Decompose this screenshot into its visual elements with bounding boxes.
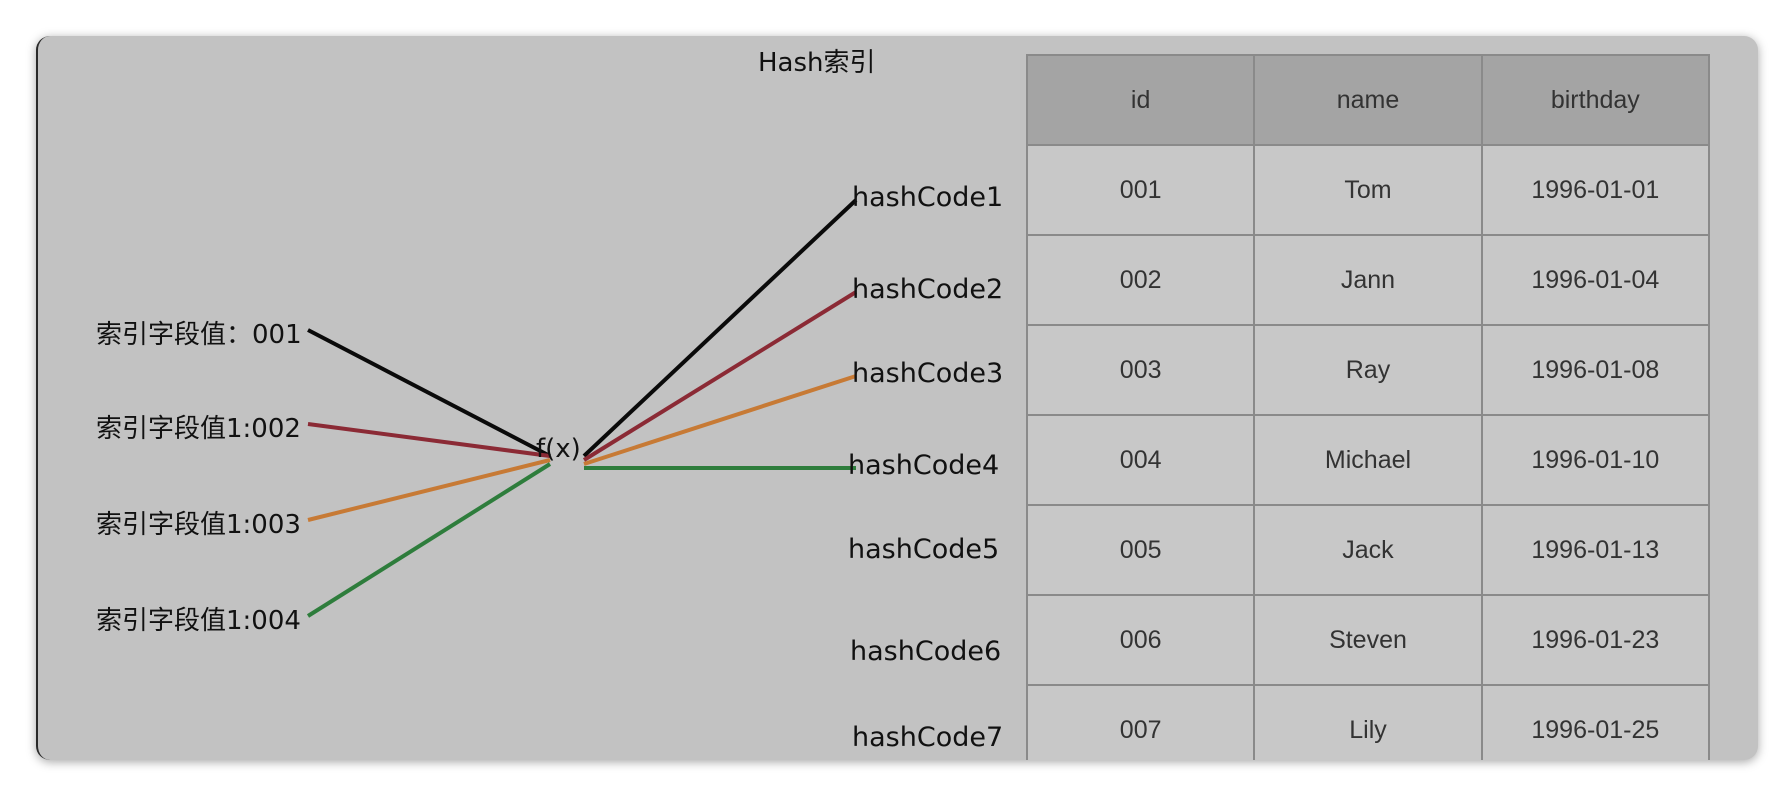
cell-birthday: 1996-01-04 <box>1480 234 1711 326</box>
table-row: 004 Michael 1996-01-10 <box>1025 414 1711 506</box>
cell-id: 004 <box>1025 414 1256 506</box>
index-value-label: 索引字段值：001 <box>96 320 302 350</box>
cell-birthday: 1996-01-13 <box>1480 504 1711 596</box>
hash-code-label: hashCode6 <box>850 636 1002 667</box>
cell-birthday: 1996-01-10 <box>1480 414 1711 506</box>
cell-id: 005 <box>1025 504 1256 596</box>
index-value-label: 索引字段值1:004 <box>96 606 301 636</box>
index-value-label: 索引字段值1:003 <box>96 510 301 540</box>
table-row: 007 Lily 1996-01-25 <box>1025 684 1711 760</box>
cell-birthday: 1996-01-08 <box>1480 324 1711 416</box>
cell-id: 006 <box>1025 594 1256 686</box>
cell-name: Jack <box>1253 504 1483 596</box>
cell-name: Michael <box>1253 414 1483 506</box>
hash-code-label: hashCode7 <box>852 722 1004 753</box>
column-header-name: name <box>1253 54 1483 146</box>
line-index-002 <box>307 422 551 458</box>
table-row: 001 Tom 1996-01-01 <box>1025 144 1711 236</box>
hash-code-label: hashCode4 <box>848 450 1000 481</box>
index-value-label: 索引字段值1:002 <box>96 414 301 444</box>
cell-birthday: 1996-01-01 <box>1480 144 1711 236</box>
cell-id: 003 <box>1025 324 1256 416</box>
cell-name: Lily <box>1253 684 1483 760</box>
cell-id: 001 <box>1025 144 1256 236</box>
line-index-003 <box>307 458 551 522</box>
data-table: id name birthday 001 Tom 1996-01-01 002 … <box>1025 54 1711 760</box>
line-index-001 <box>307 328 551 458</box>
cell-name: Ray <box>1253 324 1483 416</box>
line-index-004 <box>306 462 552 618</box>
cell-birthday: 1996-01-25 <box>1480 684 1711 760</box>
table-row: 006 Steven 1996-01-23 <box>1025 594 1711 686</box>
cell-name: Jann <box>1253 234 1483 326</box>
cell-birthday: 1996-01-23 <box>1480 594 1711 686</box>
line-hash-2 <box>582 290 858 462</box>
hash-mapping-lines <box>306 198 858 618</box>
diagram-title: Hash索引 <box>758 48 876 78</box>
hash-code-label: hashCode3 <box>852 358 1004 389</box>
column-header-birthday: birthday <box>1480 54 1711 146</box>
hash-function-label: f(x) <box>536 434 581 464</box>
cell-id: 002 <box>1025 234 1256 326</box>
table-row: 003 Ray 1996-01-08 <box>1025 324 1711 416</box>
line-hash-1 <box>582 198 858 458</box>
line-hash-3 <box>583 374 857 466</box>
table-row: 005 Jack 1996-01-13 <box>1025 504 1711 596</box>
table-header-row: id name birthday <box>1025 54 1711 146</box>
column-header-id: id <box>1025 54 1256 146</box>
hash-code-label: hashCode5 <box>848 534 1000 565</box>
diagram-canvas: Hash索引 索引字段值：001 索引字段值1:002 索引字段值1:003 索… <box>36 36 1758 760</box>
cell-name: Steven <box>1253 594 1483 686</box>
cell-id: 007 <box>1025 684 1256 760</box>
hash-code-label: hashCode2 <box>852 274 1004 305</box>
cell-name: Tom <box>1253 144 1483 236</box>
table-row: 002 Jann 1996-01-04 <box>1025 234 1711 326</box>
hash-code-label: hashCode1 <box>852 182 1004 213</box>
